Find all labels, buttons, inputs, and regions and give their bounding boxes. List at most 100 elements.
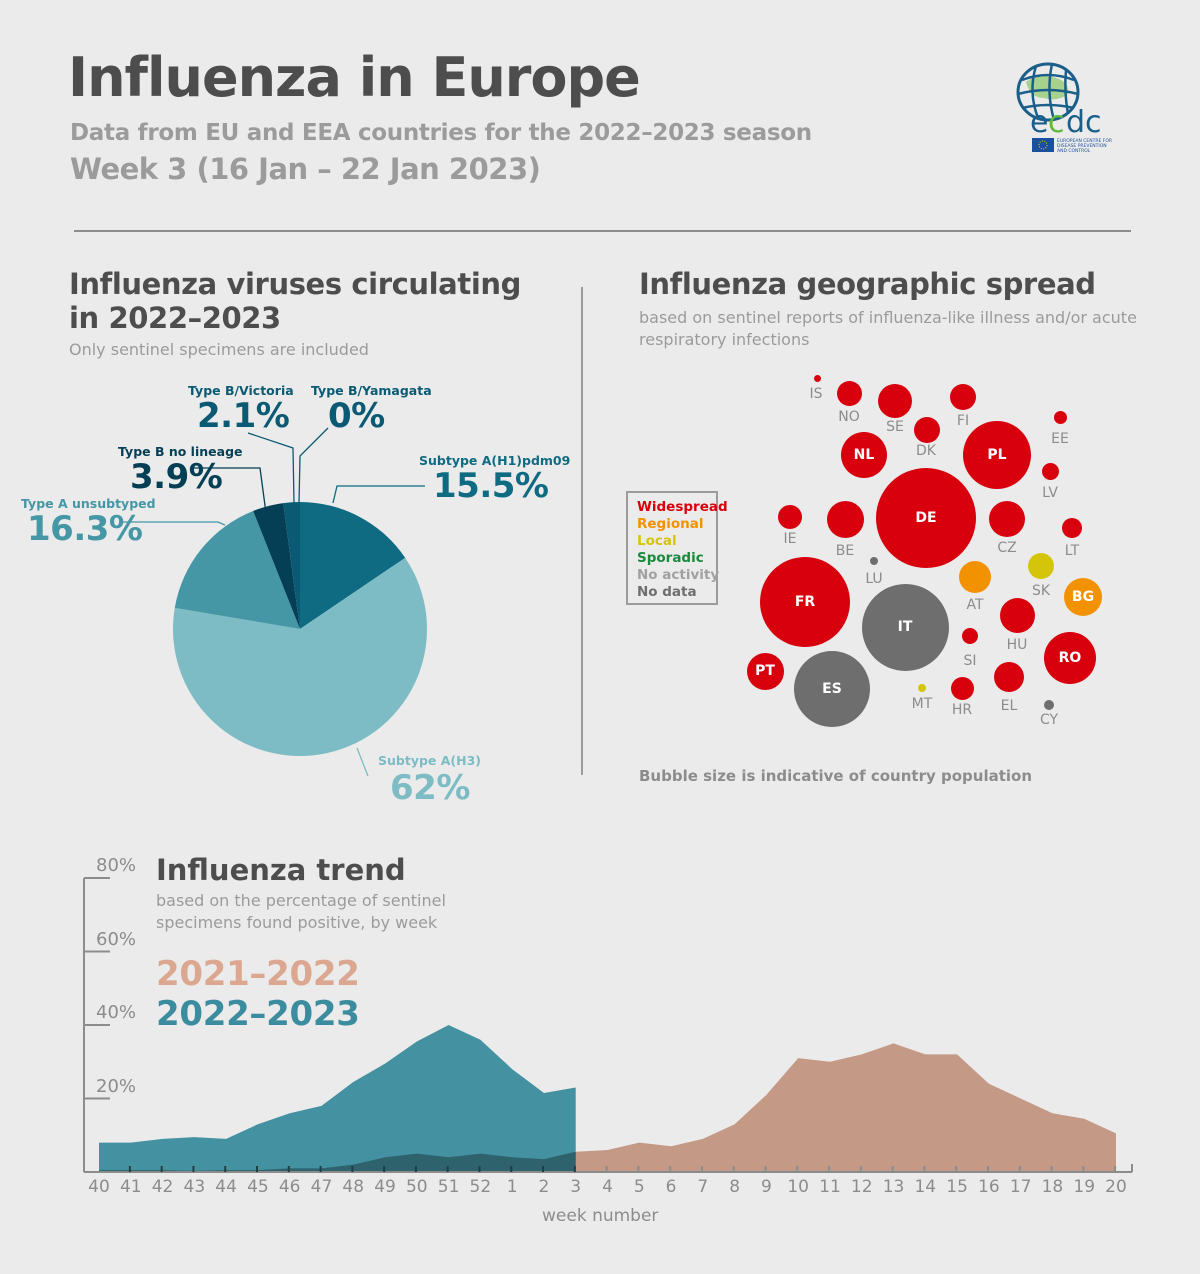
legend-local: Local — [637, 533, 677, 549]
xtick-week-40: 40 — [88, 1177, 110, 1197]
legend-widespread: Widespread — [637, 499, 728, 515]
section-divider — [581, 287, 583, 775]
xtick-week-16: 16 — [978, 1177, 1000, 1197]
ytick-20: 20% — [96, 1076, 137, 1097]
virus-pie-chart — [119, 427, 427, 777]
pie-value-byamagata: 0% — [328, 396, 385, 436]
pie-value-bvictoria: 2.1% — [197, 396, 290, 436]
country-bubble-dk — [914, 417, 940, 443]
pie-slice — [283, 502, 300, 629]
trend-axes — [83, 877, 1133, 1173]
xtick-week-17: 17 — [1009, 1177, 1032, 1197]
country-bubble-lu — [870, 557, 878, 565]
svg-text:AND CONTROL: AND CONTROL — [1057, 148, 1091, 154]
pie-slice — [300, 502, 406, 629]
pie-slice — [173, 557, 427, 756]
header-divider — [74, 230, 1131, 232]
area-2022-2023 — [99, 1025, 576, 1172]
ytick-40: 40% — [96, 1002, 137, 1023]
country-label-lt: LT — [1064, 543, 1080, 559]
xtick-week-2: 2 — [538, 1177, 550, 1197]
country-bubble-is — [813, 374, 821, 382]
x-axis-title: week number — [542, 1206, 659, 1226]
country-bubble-lt — [1062, 518, 1082, 538]
xtick-week-15: 15 — [946, 1177, 968, 1197]
xtick-week-8: 8 — [729, 1177, 741, 1197]
area-overlap — [99, 1151, 576, 1172]
xtick-week-20: 20 — [1105, 1177, 1127, 1197]
legend-sporadic: Sporadic — [637, 550, 704, 566]
pie-slice — [174, 510, 300, 629]
country-bubble-pl: PL — [963, 421, 1031, 489]
country-label-at: AT — [966, 597, 984, 613]
country-bubble-pt: PT — [746, 652, 784, 690]
country-label-be: BE — [835, 543, 855, 559]
country-bubble-fi — [950, 384, 976, 410]
legend-season-2021-2022: 2021–2022 — [156, 954, 360, 994]
xtick-week-50: 50 — [405, 1177, 428, 1197]
country-label-cz: CZ — [997, 540, 1017, 556]
country-bubble-se — [878, 384, 912, 418]
country-label-lu: LU — [865, 571, 883, 587]
legend-season-2022-2023: 2022–2023 — [156, 994, 360, 1034]
spread-title: Influenza geographic spread — [639, 267, 1096, 301]
xtick-week-48: 48 — [342, 1177, 365, 1197]
country-bubble-bg: BG — [1064, 578, 1102, 616]
country-bubble-be — [826, 500, 864, 538]
country-label-hr: HR — [951, 702, 973, 718]
area-2021-2022 — [99, 1043, 1116, 1172]
svg-text:DISEASE PREVENTION: DISEASE PREVENTION — [1057, 143, 1107, 149]
spread-section-header: Influenza geographic spread based on sen… — [639, 267, 1137, 351]
viruses-subtitle: Only sentinel specimens are included — [69, 340, 369, 359]
xtick-week-44: 44 — [215, 1177, 237, 1197]
country-bubble-nl: NL — [841, 432, 887, 478]
xtick-week-5: 5 — [633, 1177, 645, 1197]
country-label-ie: IE — [783, 531, 797, 547]
country-label-no: NO — [838, 409, 860, 425]
pie-value-aunsubtyped: 16.3% — [27, 509, 143, 549]
pie-label-byamagata: Type B/Yamagata — [311, 383, 432, 398]
xtick-week-10: 10 — [787, 1177, 810, 1197]
country-bubble-de: DE — [876, 468, 976, 568]
svg-text:e: e — [1030, 105, 1048, 140]
legend-no-activity: No activity — [637, 567, 720, 583]
xtick-week-6: 6 — [665, 1177, 677, 1197]
pie-label-aunsubtyped: Type A unsubtyped — [21, 496, 156, 511]
xtick-week-47: 47 — [310, 1177, 333, 1197]
country-label-is: IS — [809, 386, 823, 402]
country-bubble-ro: RO — [1044, 632, 1096, 684]
xtick-week-45: 45 — [247, 1177, 269, 1197]
pie-value-bnolineage: 3.9% — [130, 457, 223, 497]
country-bubble-fr: FR — [760, 557, 850, 647]
country-label-mt: MT — [911, 696, 933, 712]
spread-subtitle-line1: based on sentinel reports of influenza-l… — [639, 308, 1137, 327]
xtick-week-43: 43 — [183, 1177, 206, 1197]
country-label-hu: HU — [1006, 637, 1028, 653]
country-label-lv: LV — [1042, 485, 1058, 501]
ytick-80: 80% — [96, 855, 137, 876]
country-bubble-ie — [778, 505, 802, 529]
xtick-week-49: 49 — [374, 1177, 396, 1197]
country-bubble-hu — [999, 597, 1035, 633]
country-bubble-ee — [1053, 410, 1067, 424]
country-bubble-mt — [918, 684, 926, 692]
country-bubble-at — [959, 561, 991, 593]
xtick-week-3: 3 — [570, 1177, 582, 1197]
xtick-week-41: 41 — [119, 1177, 142, 1197]
svg-text:c: c — [1048, 105, 1065, 140]
trend-subtitle-line2: specimens found positive, by week — [156, 913, 438, 932]
country-bubble-hr — [950, 676, 974, 700]
svg-text:dc: dc — [1066, 105, 1102, 140]
country-label-sk: SK — [1031, 583, 1051, 599]
xtick-week-4: 4 — [602, 1177, 613, 1197]
viruses-section-header: Influenza viruses circulating in 2022–20… — [69, 267, 521, 361]
spread-subtitle-line2: respiratory infections — [639, 330, 810, 349]
country-label-dk: DK — [916, 443, 936, 459]
pie-label-bnolineage: Type B no lineage — [118, 444, 243, 459]
activity-legend: Widespread Regional Local Sporadic No ac… — [626, 491, 728, 605]
country-bubble-sk — [1028, 553, 1054, 579]
xtick-week-18: 18 — [1041, 1177, 1064, 1197]
viruses-title-line2: in 2022–2023 — [69, 301, 281, 335]
xtick-week-1: 1 — [506, 1177, 518, 1197]
